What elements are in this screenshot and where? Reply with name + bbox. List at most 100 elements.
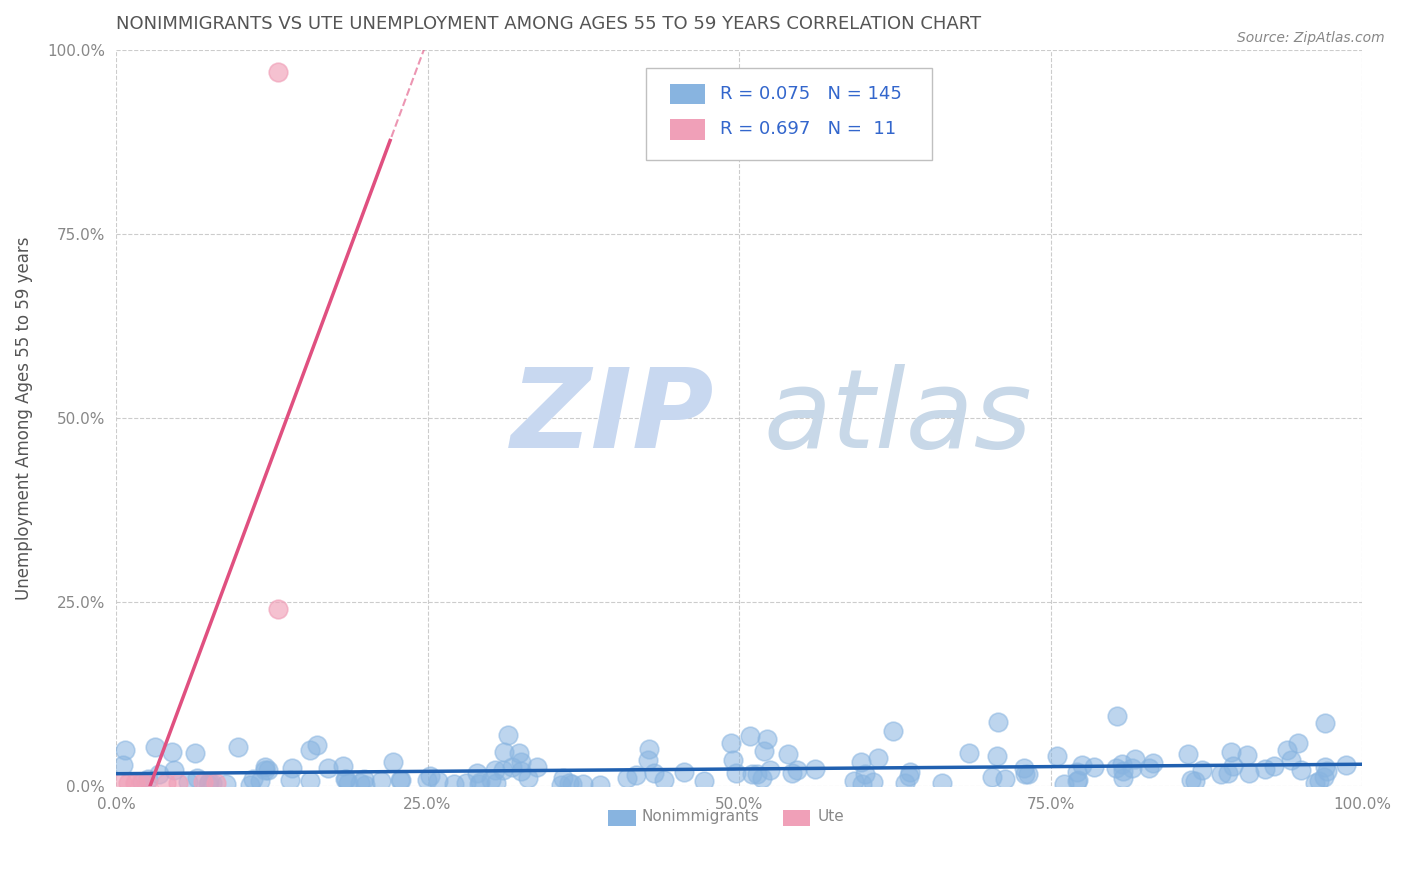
Point	[1313, 760, 1336, 774]
Point	[484, 776, 506, 790]
Point	[897, 769, 920, 783]
Point	[318, 761, 340, 775]
Point	[1275, 743, 1298, 757]
Point	[254, 763, 277, 777]
Point	[693, 774, 716, 789]
Point	[1053, 777, 1076, 791]
Point	[1211, 766, 1233, 780]
Point	[177, 774, 200, 789]
Point	[894, 776, 917, 790]
Point	[184, 746, 207, 760]
FancyBboxPatch shape	[609, 810, 636, 826]
Point	[131, 774, 153, 789]
Point	[215, 777, 238, 791]
Point	[851, 776, 873, 790]
Point	[337, 776, 360, 790]
Point	[1083, 760, 1105, 774]
Point	[163, 764, 186, 778]
Point	[280, 761, 302, 775]
Point	[468, 775, 491, 789]
Point	[124, 776, 146, 790]
Point	[443, 776, 465, 790]
Point	[1142, 756, 1164, 770]
Point	[862, 774, 884, 789]
Point	[136, 776, 159, 790]
Point	[454, 775, 477, 789]
Point	[624, 767, 647, 781]
Point	[1236, 748, 1258, 763]
Point	[1313, 716, 1336, 731]
Point	[1220, 745, 1243, 759]
Point	[419, 769, 441, 783]
Point	[571, 777, 593, 791]
Point	[510, 764, 533, 779]
Point	[558, 776, 581, 790]
Point	[353, 778, 375, 792]
Point	[198, 774, 221, 789]
Point	[981, 770, 1004, 784]
Point	[551, 771, 574, 785]
Point	[349, 775, 371, 789]
Point	[1066, 774, 1088, 789]
Point	[143, 739, 166, 754]
Point	[1070, 758, 1092, 772]
Point	[756, 732, 779, 747]
Text: Nonimmigrants: Nonimmigrants	[641, 809, 759, 824]
Point	[1067, 772, 1090, 787]
Point	[1014, 767, 1036, 781]
Point	[986, 749, 1008, 764]
Point	[1279, 753, 1302, 767]
Point	[267, 602, 290, 616]
Point	[496, 728, 519, 742]
Point	[987, 714, 1010, 729]
Text: ZIP: ZIP	[510, 364, 714, 471]
Point	[1017, 766, 1039, 780]
Point	[1216, 766, 1239, 780]
Point	[427, 774, 450, 789]
Point	[305, 738, 328, 752]
Point	[468, 777, 491, 791]
Point	[479, 773, 502, 788]
Point	[389, 772, 412, 787]
Point	[129, 775, 152, 789]
Point	[381, 755, 404, 769]
Point	[844, 773, 866, 788]
Point	[1184, 774, 1206, 789]
Point	[786, 763, 808, 777]
Point	[162, 745, 184, 759]
Point	[204, 776, 226, 790]
Point	[484, 764, 506, 778]
Point	[637, 741, 659, 756]
Point	[1316, 764, 1339, 778]
Point	[510, 755, 533, 769]
Point	[526, 760, 548, 774]
Point	[1177, 747, 1199, 761]
Point	[900, 764, 922, 779]
Point	[167, 776, 190, 790]
Point	[249, 773, 271, 788]
FancyBboxPatch shape	[671, 84, 706, 104]
Point	[242, 772, 264, 786]
Point	[724, 766, 747, 780]
Point	[1334, 758, 1357, 772]
Point	[673, 764, 696, 779]
Point	[197, 777, 219, 791]
Point	[637, 753, 659, 767]
Point	[353, 772, 375, 787]
Point	[849, 755, 872, 769]
Point	[299, 773, 322, 788]
Point	[1308, 774, 1330, 789]
Point	[332, 759, 354, 773]
Point	[616, 771, 638, 785]
Point	[589, 778, 612, 792]
Point	[643, 766, 665, 780]
Point	[654, 773, 676, 788]
Point	[882, 724, 904, 739]
Point	[741, 767, 763, 781]
Text: R = 0.075   N = 145: R = 0.075 N = 145	[720, 85, 903, 103]
Point	[517, 771, 540, 785]
Point	[1289, 763, 1312, 777]
Point	[370, 774, 392, 789]
Point	[201, 776, 224, 790]
FancyBboxPatch shape	[783, 810, 810, 826]
